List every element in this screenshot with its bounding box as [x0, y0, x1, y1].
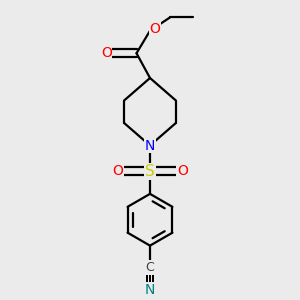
- Text: O: O: [101, 46, 112, 60]
- Text: S: S: [145, 164, 155, 179]
- Text: N: N: [145, 139, 155, 152]
- Text: O: O: [177, 164, 188, 178]
- Text: C: C: [146, 261, 154, 274]
- Text: O: O: [149, 22, 160, 36]
- Text: O: O: [112, 164, 123, 178]
- Text: N: N: [145, 283, 155, 297]
